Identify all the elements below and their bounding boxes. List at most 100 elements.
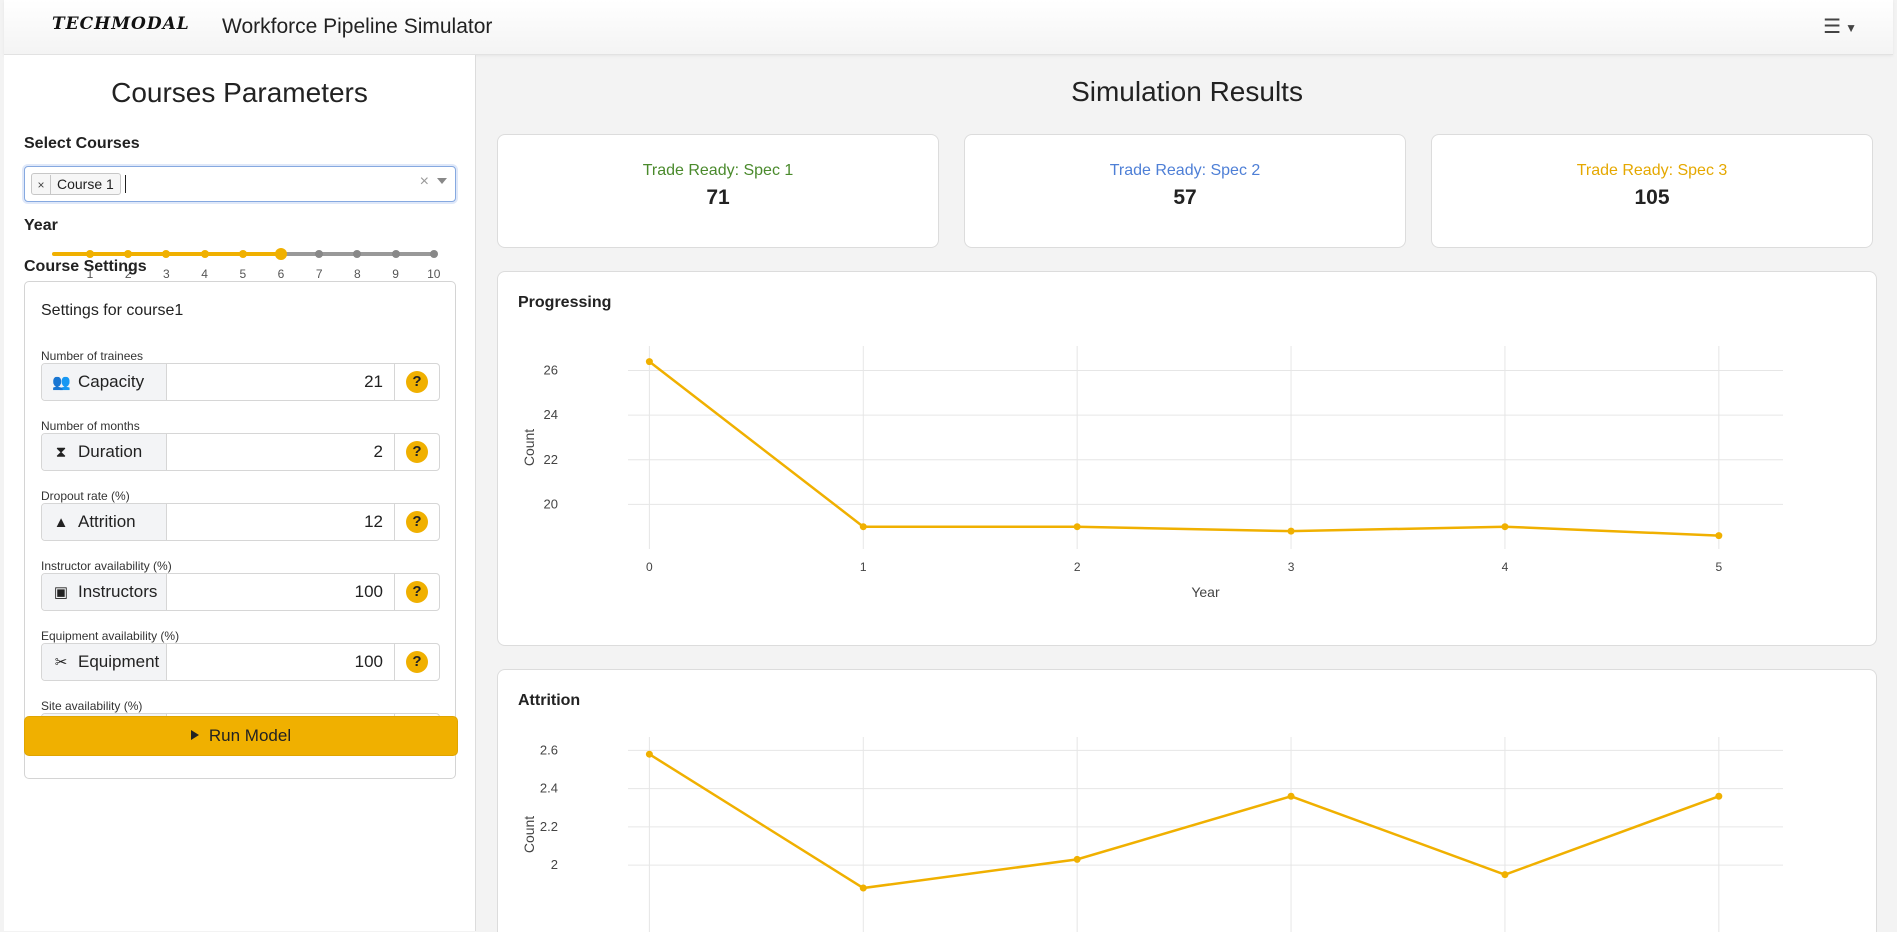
play-icon <box>190 730 199 740</box>
tools-icon: ✂ <box>54 654 68 671</box>
year-tick-label: 8 <box>354 267 361 281</box>
y-tick-label: 2 <box>551 857 558 872</box>
slider-step-dot[interactable] <box>353 250 362 258</box>
slider-step-dot[interactable] <box>124 250 133 258</box>
results-title: Simulation Results <box>1071 76 1303 107</box>
x-tick-label: 0 <box>646 560 653 574</box>
course-settings-label: Course Settings <box>24 258 147 275</box>
year-tick-label: 10 <box>427 267 441 281</box>
users-icon: 👥 <box>52 374 71 391</box>
top-navbar: TECHMODAL Workforce Pipeline Simulator ☰… <box>4 0 1893 55</box>
setting-addon: ⧗ Duration <box>42 434 167 470</box>
instructors-input[interactable]: 100 <box>354 582 383 601</box>
clear-selection-icon[interactable]: × <box>419 173 429 190</box>
setting-addon: ▣ Instructors <box>42 574 167 610</box>
slider-step-dot[interactable] <box>315 250 324 258</box>
series-line <box>648 360 1719 537</box>
help-button-wrap: ? <box>394 504 439 540</box>
data-point <box>1287 527 1295 535</box>
help-icon[interactable]: ? <box>406 441 428 463</box>
data-point <box>1287 792 1295 800</box>
setting-input-group: 👥 Capacity 21? <box>41 363 440 401</box>
y-tick-label: 2.2 <box>540 819 558 834</box>
x-tick-label: 3 <box>1288 560 1295 574</box>
setting-name: Equipment <box>78 652 160 671</box>
hamburger-dropdown-icon[interactable]: ☰ ▼ <box>1823 16 1857 38</box>
course-parameters-panel: Courses Parameters Select Courses × Cours… <box>4 55 476 931</box>
data-point <box>645 358 653 366</box>
x-axis-title: Year <box>1191 584 1220 600</box>
year-tick-label: 9 <box>392 267 399 281</box>
setting-name: Capacity <box>78 372 145 391</box>
app-title: Workforce Pipeline Simulator <box>222 15 493 38</box>
capacity-input[interactable]: 21 <box>364 372 383 391</box>
kpi-value: 105 <box>1634 186 1670 209</box>
help-icon[interactable]: ? <box>406 651 428 673</box>
help-button-wrap: ? <box>394 574 439 610</box>
course-settings-card: Settings for course1 Number of trainees 👥… <box>24 281 456 779</box>
y-axis-title: Count <box>521 816 537 853</box>
year-tick-label: 3 <box>163 267 170 281</box>
y-tick-label: 20 <box>544 496 558 511</box>
dropdown-arrow-icon[interactable] <box>437 178 447 184</box>
panel-title: Courses Parameters <box>111 77 368 108</box>
setting-caption: Site availability (%) <box>41 699 143 713</box>
help-button-wrap: ? <box>394 364 439 400</box>
help-icon[interactable]: ? <box>406 511 428 533</box>
help-icon[interactable]: ? <box>406 581 428 603</box>
slider-step-dot[interactable] <box>162 250 171 258</box>
duration-input[interactable]: 2 <box>373 442 383 461</box>
equipment-input[interactable]: 100 <box>354 652 383 671</box>
slider-step-dot[interactable] <box>238 250 247 258</box>
setting-caption: Number of trainees <box>41 349 144 363</box>
kpi-spec-2: Trade Ready: Spec 2 57 <box>964 134 1406 248</box>
progressing-chart-card: Progressing 0 1 2 3 4 5 20 22 24 26 Count Year <box>497 271 1877 646</box>
setting-name: Duration <box>78 442 143 461</box>
setting-addon: 👥 Capacity <box>42 364 167 400</box>
attrition-input[interactable]: 12 <box>364 512 383 531</box>
setting-input-group: ⧗ Duration 2? <box>41 433 440 471</box>
setting-addon: ▲ Attrition <box>42 504 167 540</box>
chart-title: Attrition <box>518 692 581 709</box>
select-courses-label: Select Courses <box>24 135 140 152</box>
slider-step-dot[interactable] <box>391 250 400 258</box>
slider-step-dot[interactable] <box>429 250 438 258</box>
selected-course-tag: × Course 1 <box>31 173 121 195</box>
kpi-spec-3: Trade Ready: Spec 3 105 <box>1431 134 1873 248</box>
setting-caption: Equipment availability (%) <box>41 629 180 643</box>
brand-logo[interactable]: TECHMODAL <box>52 14 190 34</box>
help-button-wrap: ? <box>394 644 439 680</box>
help-icon[interactable]: ? <box>406 371 428 393</box>
x-tick-label: 4 <box>1502 560 1509 574</box>
remove-tag-icon[interactable]: × <box>32 175 51 195</box>
y-tick-label: 2.4 <box>540 781 558 796</box>
data-point <box>1501 523 1509 531</box>
data-point <box>1501 871 1509 879</box>
series-line <box>648 753 1720 890</box>
slider-step-dot[interactable] <box>86 250 94 258</box>
data-point <box>1073 523 1081 531</box>
year-slider[interactable]: 1 2 3 4 5 6 7 8 9 10 <box>52 247 440 287</box>
setting-input-group: ▲ Attrition 12? <box>41 503 440 541</box>
chart-title: Progressing <box>518 294 612 311</box>
kpi-label: Trade Ready: Spec 3 <box>1576 162 1728 179</box>
run-model-label: Run Model <box>208 726 292 745</box>
kpi-label: Trade Ready: Spec 2 <box>1109 162 1261 179</box>
y-tick-label: 2.6 <box>540 742 558 757</box>
year-tick-label: 5 <box>239 267 247 281</box>
course-multiselect[interactable]: × Course 1 × <box>24 166 456 202</box>
setting-input-group: ▣ Instructors 100? <box>41 573 440 611</box>
warning-icon: ▲ <box>53 514 69 531</box>
setting-caption: Instructor availability (%) <box>41 559 172 573</box>
slider-handle[interactable] <box>275 248 287 260</box>
setting-caption: Dropout rate (%) <box>41 489 130 503</box>
data-point <box>1073 855 1081 863</box>
y-tick-label: 22 <box>544 452 558 467</box>
y-tick-label: 24 <box>544 407 558 422</box>
x-tick-label: 1 <box>860 560 867 574</box>
year-label: Year <box>24 217 58 234</box>
slider-step-dot[interactable] <box>200 250 209 258</box>
run-model-button[interactable]: Run Model <box>24 716 458 756</box>
course-tag-label: Course 1 <box>57 176 114 192</box>
year-tick-label: 7 <box>315 267 323 281</box>
